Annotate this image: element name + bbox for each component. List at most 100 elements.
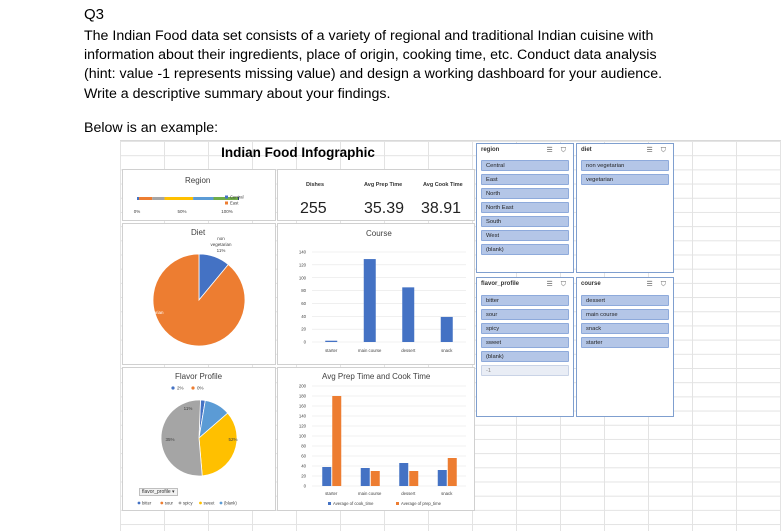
- diet-label-nonveg: 11%: [217, 248, 226, 253]
- course-slicer[interactable]: course ☰ ⛉ dessert main course snack sta…: [576, 277, 674, 417]
- kpi-prep-value: 35.39: [364, 200, 405, 217]
- diet-chart[interactable]: Diet non vegetarian 11% vegetarian 89%: [122, 223, 276, 365]
- slicer-item-north[interactable]: North: [481, 188, 569, 199]
- slicer-item-minus-one[interactable]: -1: [481, 365, 569, 376]
- x-tick-label: starter: [325, 348, 338, 353]
- legend-marker: [171, 386, 175, 390]
- y-tick-label: 200: [299, 384, 307, 389]
- kpi-cook-value: 38.91: [421, 200, 462, 217]
- slicer-item-spicy[interactable]: spicy: [481, 323, 569, 334]
- region-chart[interactable]: Region Central East 0% 50% 100%: [122, 169, 276, 221]
- course-bar: [325, 340, 338, 342]
- region-legend-label: East: [230, 201, 239, 206]
- legend-swatch: [225, 195, 228, 199]
- legend-swatch: [396, 502, 399, 505]
- x-tick-label: dessert: [401, 491, 416, 496]
- question-line: (hint: value -1 represents missing value…: [84, 66, 663, 83]
- region-bar-segment: [139, 197, 153, 200]
- flavor-legend-bottom: (blank): [224, 501, 237, 506]
- y-tick-label: 40: [301, 464, 306, 469]
- diet-chart-title: Diet: [191, 228, 206, 237]
- flavor-legend-top: 0%: [197, 386, 204, 391]
- flavor-legend-top: 2%: [177, 386, 184, 391]
- flavor-slice: [198, 412, 238, 477]
- time-bar-prep: [447, 458, 457, 486]
- flavor-chart[interactable]: Flavor Profile 2% 0% 11% 35% 52% bitter sour sp…: [122, 367, 276, 511]
- flavor-slicer[interactable]: flavor_profile ☰ ⛉ bitter sour spicy swe…: [476, 277, 574, 417]
- region-slicer[interactable]: region ☰ ⛉ Central East North North East…: [476, 143, 574, 273]
- kpi-dishes-value: 255: [300, 200, 327, 217]
- y-tick-label: 60: [301, 301, 306, 306]
- region-slicer-title: region: [481, 147, 500, 153]
- flavor-filter-button[interactable]: flavor_profile ▾: [139, 488, 178, 496]
- slicer-item-bitter[interactable]: bitter: [481, 295, 569, 306]
- y-tick-label: 140: [299, 250, 307, 255]
- slicer-item-main-course[interactable]: main course: [581, 309, 669, 320]
- y-tick-label: 20: [301, 327, 306, 332]
- x-tick-label: main course: [358, 491, 382, 496]
- legend-swatch: [328, 502, 331, 505]
- slicer-item-north-east[interactable]: North East: [481, 202, 569, 213]
- y-tick-label: 0: [304, 340, 307, 345]
- region-chart-title: Region: [185, 176, 211, 185]
- region-axis-tick: 50%: [177, 209, 186, 214]
- multiselect-filter-icon[interactable]: ☰ ⛉: [546, 281, 569, 288]
- time-chart-title: Avg Prep Time and Cook Time: [322, 372, 431, 381]
- y-tick-label: 120: [299, 262, 307, 267]
- multiselect-filter-icon[interactable]: ☰ ⛉: [646, 281, 669, 288]
- time-bar-cook: [437, 470, 447, 486]
- y-tick-label: 60: [301, 454, 306, 459]
- flavor-legend-bottom: spicy: [183, 501, 193, 506]
- region-axis-tick: 100%: [221, 209, 233, 214]
- slicer-item-sour[interactable]: sour: [481, 309, 569, 320]
- time-bar-cook: [399, 463, 409, 486]
- course-bar: [402, 287, 415, 342]
- kpi-dishes-label: Dishes: [306, 182, 325, 188]
- legend-swatch: [225, 201, 228, 205]
- course-chart[interactable]: Course 0 20 40 60 80 100 120 140 starter main cou…: [277, 223, 475, 365]
- kpi-panel: Dishes Avg Prep Time Avg Cook Time 255 3…: [277, 169, 475, 221]
- y-tick-label: 80: [301, 288, 306, 293]
- example-label: Below is an example:: [84, 120, 219, 136]
- legend-marker: [160, 501, 164, 505]
- time-bar-prep: [409, 471, 419, 486]
- course-slicer-title: course: [581, 281, 601, 287]
- time-chart[interactable]: Avg Prep Time and Cook Time 0 20 40 60 80 100…: [277, 367, 475, 511]
- time-bar-cook: [360, 468, 370, 486]
- slicer-item-central[interactable]: Central: [481, 160, 569, 171]
- multiselect-filter-icon[interactable]: ☰ ⛉: [646, 147, 669, 154]
- dashboard-title: Indian Food Infographic: [221, 145, 375, 160]
- slicer-item-west[interactable]: West: [481, 230, 569, 241]
- flavor-slice-label: 35%: [165, 437, 174, 442]
- time-legend-label: Average of prep_time: [401, 501, 442, 506]
- slicer-item-blank[interactable]: (blank): [481, 351, 569, 362]
- multiselect-filter-icon[interactable]: ☰ ⛉: [546, 147, 569, 154]
- region-bar-segment: [137, 197, 140, 200]
- slicer-item-dessert[interactable]: dessert: [581, 295, 669, 306]
- slicer-item-snack[interactable]: snack: [581, 323, 669, 334]
- dashboard-screenshot: Indian Food Infographic Region Central Ea…: [120, 140, 781, 531]
- slicer-item-non-vegetarian[interactable]: non vegetarian: [581, 160, 669, 171]
- flavor-slicer-title: flavor_profile: [481, 281, 520, 287]
- time-bar-cook: [322, 467, 332, 486]
- diet-label-nonveg: vegetarian: [210, 242, 232, 247]
- diet-slicer[interactable]: diet ☰ ⛉ non vegetarian vegetarian: [576, 143, 674, 273]
- flavor-slice: [160, 399, 203, 477]
- flavor-legend-bottom: bitter: [142, 501, 152, 506]
- slicer-item-blank[interactable]: (blank): [481, 244, 569, 255]
- slicer-item-starter[interactable]: starter: [581, 337, 669, 348]
- slicer-item-sweet[interactable]: sweet: [481, 337, 569, 348]
- diet-slice: [152, 253, 246, 347]
- kpi-cook-label: Avg Cook Time: [423, 182, 463, 188]
- slicer-item-south[interactable]: South: [481, 216, 569, 227]
- flavor-legend-bottom: sweet: [204, 501, 216, 506]
- flavor-chart-title: Flavor Profile: [175, 372, 223, 381]
- course-chart-title: Course: [366, 229, 392, 238]
- time-bar-chart: 0 20 40 60 80 100 120 140 160 180 200 starter main c…: [299, 384, 466, 506]
- y-tick-label: 40: [301, 314, 306, 319]
- slicer-item-vegetarian[interactable]: vegetarian: [581, 174, 669, 185]
- slicer-item-east[interactable]: East: [481, 174, 569, 185]
- time-legend-label: Average of cook_time: [333, 501, 374, 506]
